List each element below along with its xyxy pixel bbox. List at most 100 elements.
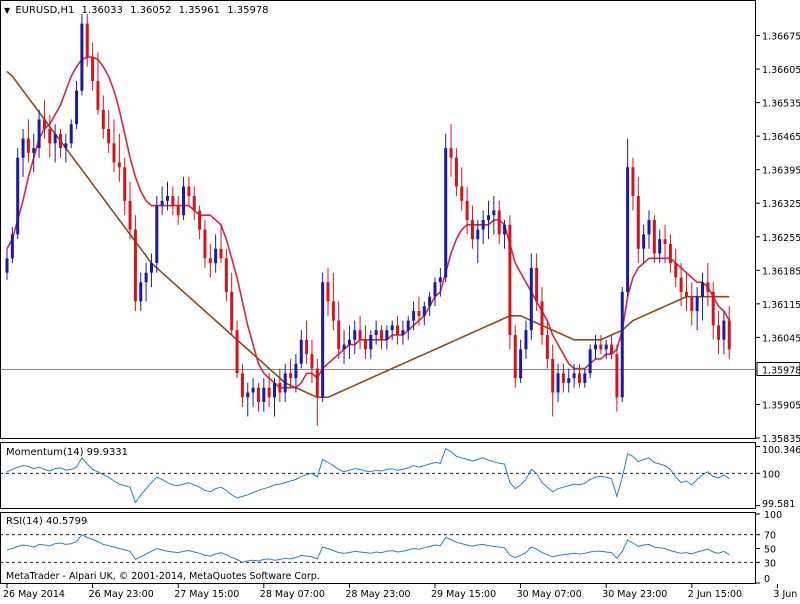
rsi-tick-label: 50 — [764, 545, 776, 556]
candle-body — [294, 363, 298, 379]
candle-body — [711, 291, 715, 326]
rsi-y-axis: 100 70 50 30 0 — [0, 510, 782, 585]
candle — [577, 363, 581, 388]
candle-body — [545, 334, 549, 359]
candle — [369, 330, 373, 359]
candle-body — [615, 354, 619, 398]
candle-body — [166, 196, 169, 201]
candle-body — [449, 148, 453, 158]
candle-body — [636, 196, 640, 249]
candle-body — [235, 330, 239, 374]
candle — [385, 325, 389, 350]
candle-body — [5, 258, 9, 273]
candle — [572, 363, 576, 388]
candle-body — [219, 248, 223, 259]
moving-averages — [6, 56, 730, 399]
ohlc-open: 1.36033 — [82, 5, 123, 16]
candle-body — [149, 263, 153, 273]
candle — [5, 248, 9, 280]
candle-body — [674, 263, 678, 278]
ohlc-low: 1.35961 — [179, 5, 220, 16]
candle — [508, 215, 512, 350]
time-axis: 26 May 2014 26 May 23:00 27 May 15:00 28 Ma… — [3, 584, 800, 600]
candle — [219, 224, 223, 264]
candle — [235, 320, 239, 379]
rsi-tick-label: 70 — [764, 531, 776, 542]
momentum-tick-label: 100 — [762, 469, 780, 480]
candle-body — [717, 325, 721, 340]
candle-body — [465, 200, 469, 220]
chart-header: ▼ EURUSD,H1 1.36033 1.36052 1.35961 1.35… — [4, 5, 269, 16]
price-tick-label: 1.36045 — [762, 333, 800, 344]
candle-body — [460, 186, 464, 201]
candle-body — [240, 373, 244, 398]
candle-body — [337, 320, 341, 350]
candle — [487, 200, 490, 240]
candle — [417, 296, 421, 326]
candle-body — [160, 200, 164, 206]
candle-body — [476, 229, 480, 240]
price-tick-label: 1.36395 — [762, 166, 800, 177]
price-panel-frame — [0, 0, 756, 439]
candle-body — [80, 23, 84, 91]
candle-body — [48, 128, 52, 144]
candle-body — [727, 320, 731, 350]
price-tick-label: 1.36675 — [762, 32, 800, 43]
candle — [668, 234, 672, 273]
candle — [171, 186, 175, 216]
price-y-axis: 1.36675 1.36605 1.36535 1.36465 1.36395 1.363… — [0, 32, 800, 445]
candle-body — [679, 277, 683, 292]
candle — [470, 205, 474, 249]
time-tick-label: 26 May 2014 — [3, 589, 65, 600]
candle — [246, 382, 250, 417]
candle — [642, 224, 646, 264]
candle — [139, 272, 143, 312]
candle-body — [321, 282, 325, 398]
candle-body — [556, 373, 560, 393]
symbol-label: EURUSD,H1 — [15, 5, 74, 16]
candle — [438, 267, 442, 297]
candle-body — [642, 234, 646, 249]
candle — [529, 253, 533, 340]
candle — [80, 13, 84, 96]
candle — [679, 263, 683, 307]
candle-body — [620, 291, 624, 398]
candle-body — [567, 378, 571, 383]
candle-body — [155, 205, 159, 264]
candle — [636, 176, 640, 264]
candle — [224, 248, 228, 302]
candle — [187, 176, 191, 206]
candle-body — [503, 224, 507, 235]
candle-body — [273, 382, 276, 398]
candle — [96, 52, 100, 115]
candle — [690, 282, 694, 326]
candle — [706, 263, 710, 307]
candle — [128, 181, 132, 240]
price-tick-label: 1.36535 — [762, 99, 800, 110]
candle-body — [85, 23, 89, 58]
candle-body — [21, 138, 25, 158]
candle-body — [658, 239, 662, 254]
candle-body — [326, 282, 330, 302]
candle-body — [583, 373, 587, 383]
candle-body — [519, 349, 523, 379]
candle-body — [107, 128, 111, 144]
candle — [21, 128, 25, 177]
candle — [182, 176, 186, 220]
candle-body — [192, 196, 196, 211]
candle-body — [123, 167, 127, 201]
candle-body — [187, 186, 191, 197]
candle-body — [342, 344, 346, 350]
candle-body — [497, 210, 501, 235]
candle-body — [594, 344, 597, 350]
candle — [631, 157, 635, 211]
candle-body — [42, 119, 46, 129]
candle — [551, 344, 555, 417]
candle-body — [133, 229, 137, 302]
candle-body — [647, 220, 651, 235]
candle — [433, 277, 437, 307]
candle — [422, 301, 426, 326]
candle — [299, 330, 303, 369]
candle — [674, 248, 678, 288]
candle-body — [561, 373, 565, 383]
